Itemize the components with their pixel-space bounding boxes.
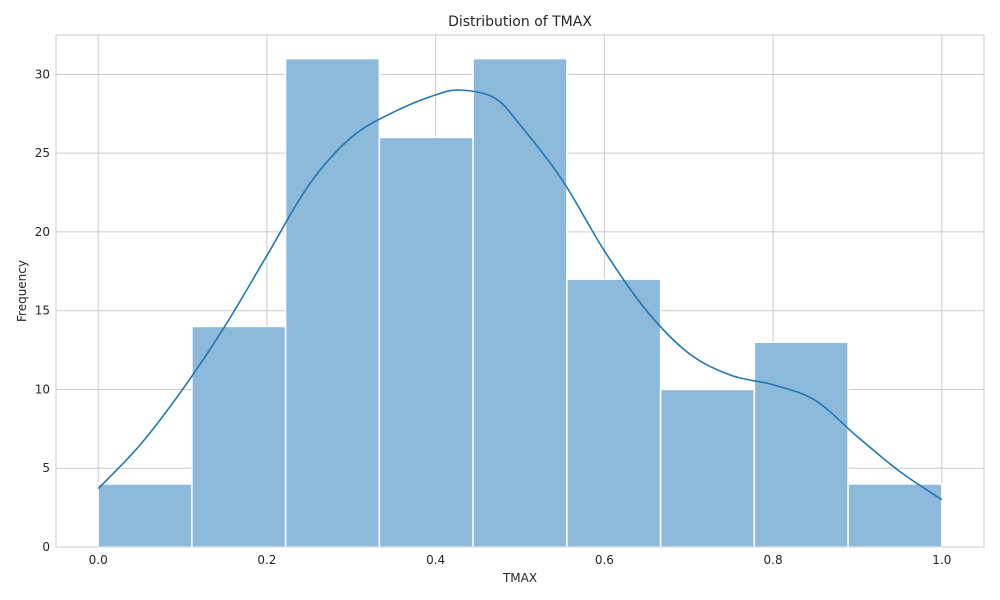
- y-tick-label: 5: [42, 461, 50, 475]
- y-axis-label: Frequency: [15, 260, 29, 322]
- y-axis-ticks: 0 5 10 15 20 25 30: [35, 67, 50, 554]
- x-tick-label: 1.0: [932, 553, 951, 567]
- histogram-bar: [472, 57, 568, 548]
- y-tick-label: 0: [42, 540, 50, 554]
- x-tick-label: 0.2: [257, 553, 276, 567]
- x-axis-label: TMAX: [502, 571, 537, 585]
- x-tick-label: 0.8: [764, 553, 783, 567]
- chart-title: Distribution of TMAX: [448, 14, 592, 30]
- histogram-bar: [284, 57, 381, 548]
- y-tick-label: 20: [35, 225, 50, 239]
- histogram-bar: [659, 388, 756, 548]
- x-tick-label: 0.4: [426, 553, 445, 567]
- plot-frame: [55, 34, 985, 548]
- x-tick-label: 0.0: [89, 553, 108, 567]
- kde-line: [97, 89, 943, 501]
- x-axis-ticks: 0.0 0.2 0.4 0.6 0.8 1.0: [89, 553, 952, 567]
- y-tick-label: 15: [35, 304, 50, 318]
- y-tick-label: 10: [35, 382, 50, 396]
- y-tick-label: 25: [35, 146, 50, 160]
- histogram-bar: [753, 341, 849, 548]
- y-tick-label: 30: [35, 67, 50, 81]
- histogram-bar: [378, 136, 474, 548]
- histogram-bar: [566, 278, 662, 548]
- histogram-bar: [97, 483, 193, 548]
- x-tick-label: 0.6: [595, 553, 614, 567]
- histogram-bars: [97, 57, 943, 548]
- histogram-bar: [191, 325, 287, 548]
- histogram-bar: [847, 483, 943, 548]
